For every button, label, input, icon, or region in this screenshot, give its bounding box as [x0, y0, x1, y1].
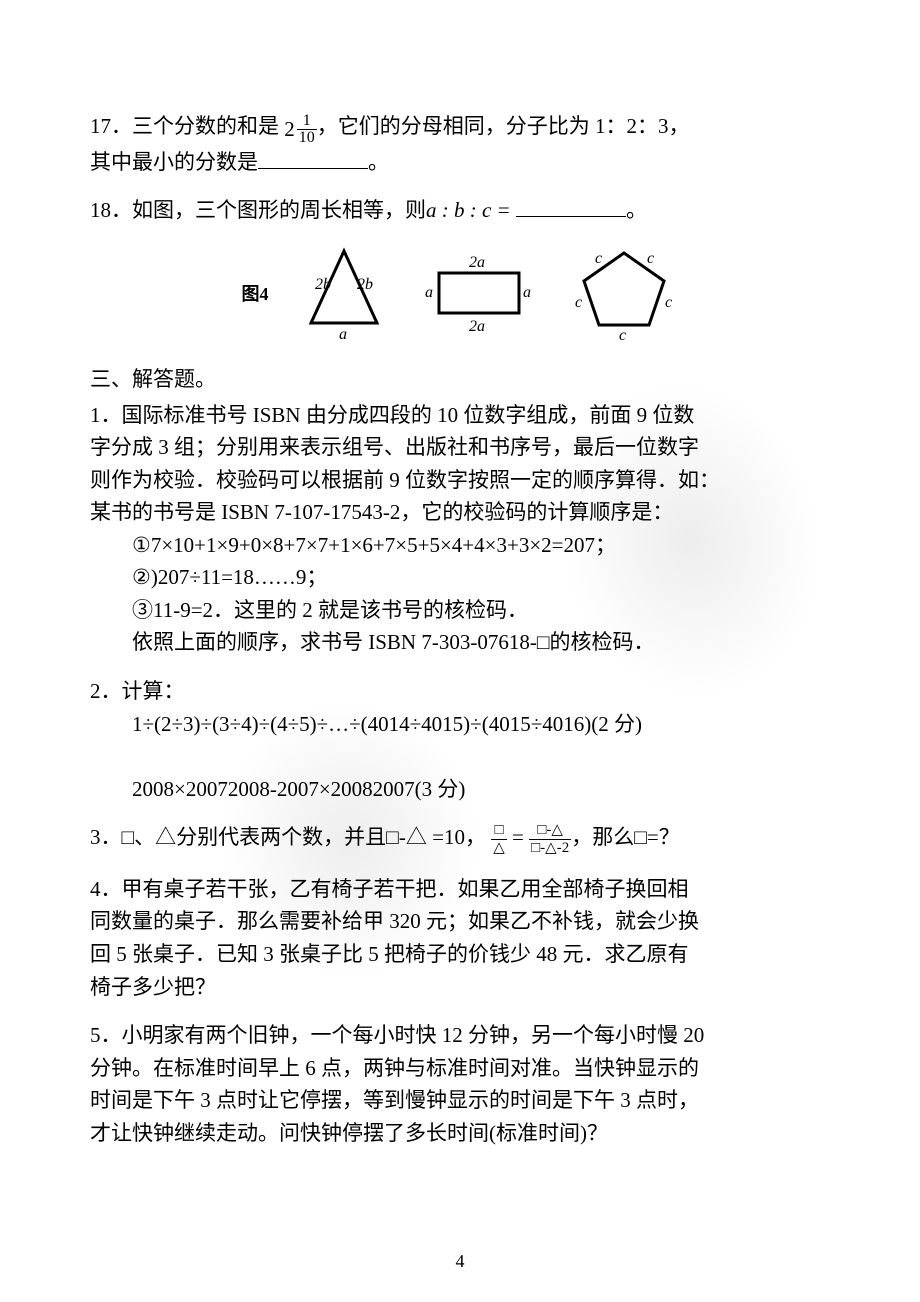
triangle-base-label: a: [339, 326, 347, 343]
document-page: 17．三个分数的和是 2110 ，它们的分母相同，分子比为 1：2：3， 其中最…: [0, 0, 920, 1302]
p4-line2: 同数量的桌子．那么需要补给甲 320 元；如果乙不补钱，就会少换: [90, 909, 699, 933]
q18-suffix: 。: [626, 198, 647, 222]
figure-row: 图4 2b 2b a 2a a a 2a c c c c c: [90, 243, 830, 343]
mixed-fraction: 2110: [284, 111, 317, 146]
p5-line3: 时间是下午 3 点时让它停摆，等到慢钟显示的时间是下午 3 点时，: [90, 1088, 699, 1112]
pent-label-2: c: [647, 250, 654, 267]
question-18: 18．如图，三个图形的周长相等，则a : b : c = 。: [90, 194, 830, 227]
q17-line2: 其中最小的分数是: [90, 150, 258, 174]
rectangle-figure: 2a a a 2a: [419, 243, 539, 343]
q17-text-after: ，它们的分母相同，分子比为 1：2：3，: [317, 114, 690, 138]
p4-line4: 椅子多少把？: [90, 975, 216, 999]
triangle-right-label: 2b: [357, 276, 373, 293]
problem-4: 4．甲有桌子若干张，乙有椅子若干把．如果乙用全部椅子换回相 同数量的桌子．那么需…: [90, 873, 830, 1003]
p4-line3: 回 5 张桌子．已知 3 张桌子比 5 把椅子的价钱少 48 元．求乙原有: [90, 942, 689, 966]
pentagon-figure: c c c c c: [569, 243, 679, 343]
p2-line1: 1÷(2÷3)÷(3÷4)÷(4÷5)÷…÷(4014÷4015)÷(4015÷…: [132, 712, 642, 736]
fraction-left: □ △: [491, 822, 507, 857]
pent-label-3: c: [665, 294, 672, 311]
rect-right-label: a: [523, 284, 531, 301]
q17-suffix: 。: [368, 150, 389, 174]
triangle-figure: 2b 2b a: [299, 243, 389, 343]
rect-left-label: a: [425, 284, 433, 301]
section-3-heading: 三、解答题。: [90, 363, 830, 393]
figure-label: 图4: [242, 280, 269, 306]
page-number: 4: [0, 1251, 920, 1272]
fraction-denominator: 10: [297, 130, 317, 146]
p3-prefix: 3．□、△分别代表两个数，并且□-△ =10，: [90, 825, 486, 849]
p1-step4: 依照上面的顺序，求书号 ISBN 7-303-07618-□的核检码．: [132, 630, 655, 654]
p1-line2: 字分成 3 组；分别用来表示组号、出版社和书序号，最后一位数字: [90, 435, 699, 459]
fraction-whole: 2: [284, 113, 295, 146]
p1-step2: ②)207÷11=18……9；: [132, 565, 327, 589]
p1-steps: ①7×10+1×9+0×8+7×7+1×6+7×5+5×4+4×3+3×2=20…: [90, 529, 830, 659]
fill-blank: [516, 195, 626, 217]
p1-step3: ③11-9=2．这里的 2 就是该书号的核检码．: [132, 598, 528, 622]
ratio-expression: a : b : c =: [426, 198, 511, 222]
q18-text-before: 18．如图，三个图形的周长相等，则: [90, 198, 426, 222]
rectangle-shape: [439, 273, 519, 313]
p4-line1: 4．甲有桌子若干张，乙有椅子若干把．如果乙用全部椅子换回相: [90, 877, 689, 901]
p5-line1: 5．小明家有两个旧钟，一个每小时快 12 分钟，另一个每小时慢 20: [90, 1023, 704, 1047]
p1-step1: ①7×10+1×9+0×8+7×7+1×6+7×5+5×4+4×3+3×2=20…: [132, 533, 616, 557]
fraction-numerator: 1: [297, 113, 317, 130]
p5-line2: 分钟。在标准时间早上 6 点，两钟与标准时间对准。当快钟显示的: [90, 1056, 699, 1080]
fill-blank: [258, 147, 368, 169]
fraction-part: 110: [297, 113, 317, 146]
fraction-right-den: □-△-2: [529, 840, 571, 857]
p1-line1: 1．国际标准书号 ISBN 由分成四段的 10 位数字组成，前面 9 位数: [90, 403, 694, 427]
p1-line4: 某书的书号是 ISBN 7-107-17543-2，它的校验码的计算顺序是：: [90, 500, 673, 524]
question-17: 17．三个分数的和是 2110 ，它们的分母相同，分子比为 1：2：3， 其中最…: [90, 110, 830, 178]
pent-label-4: c: [575, 294, 582, 311]
problem-5: 5．小明家有两个旧钟，一个每小时快 12 分钟，另一个每小时慢 20 分钟。在标…: [90, 1019, 830, 1149]
p2-head: 2．计算：: [90, 679, 185, 703]
fraction-left-den: △: [491, 840, 507, 857]
pent-label-5: c: [619, 327, 626, 343]
p2-line2: 2008×20072008-2007×20082007(3 分): [132, 777, 465, 801]
p5-line4: 才让快钟继续走动。问快钟停摆了多长时间(标准时间)？: [90, 1121, 608, 1145]
pent-label-1: c: [595, 250, 602, 267]
p1-line3: 则作为校验．校验码可以根据前 9 位数字按照一定的顺序算得．如：: [90, 468, 720, 492]
fraction-right: □-△ □-△-2: [529, 822, 571, 857]
equals-sign: =: [507, 825, 529, 849]
problem-3: 3．□、△分别代表两个数，并且□-△ =10， □ △ = □-△ □-△-2 …: [90, 821, 830, 857]
p3-suffix: ，那么□=？: [571, 825, 680, 849]
rect-bottom-label: 2a: [469, 318, 485, 335]
p2-body: 1÷(2÷3)÷(3÷4)÷(4÷5)÷…÷(4014÷4015)÷(4015÷…: [90, 708, 830, 806]
problem-2: 2．计算： 1÷(2÷3)÷(3÷4)÷(4÷5)÷…÷(4014÷4015)÷…: [90, 675, 830, 805]
q17-text-prefix: 17．三个分数的和是: [90, 114, 279, 138]
problem-1: 1．国际标准书号 ISBN 由分成四段的 10 位数字组成，前面 9 位数 字分…: [90, 399, 830, 659]
triangle-left-label: 2b: [315, 276, 331, 293]
rect-top-label: 2a: [469, 254, 485, 271]
fraction-right-num: □-△: [529, 822, 571, 840]
fraction-left-num: □: [491, 822, 507, 840]
